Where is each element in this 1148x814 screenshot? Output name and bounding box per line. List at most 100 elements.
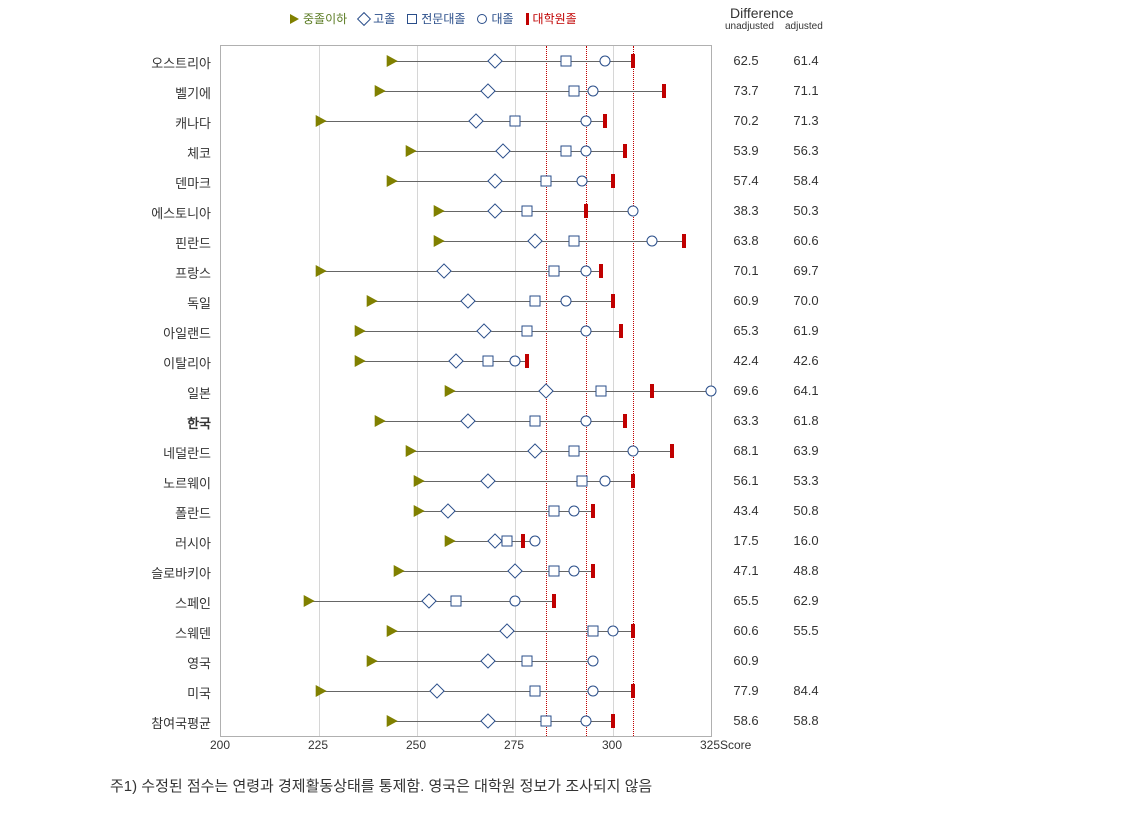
bar-marker xyxy=(631,474,635,488)
bar-marker xyxy=(584,204,588,218)
legend-item-square: 전문대졸 xyxy=(407,10,465,27)
bar-marker xyxy=(591,504,595,518)
adjusted-value: 42.6 xyxy=(781,353,831,368)
difference-title: Difference xyxy=(730,5,794,21)
triangle-marker xyxy=(433,205,444,217)
x-tick-label: 275 xyxy=(504,738,524,752)
adjusted-value: 61.9 xyxy=(781,323,831,338)
diamond-marker xyxy=(429,683,445,699)
gridline xyxy=(319,46,320,736)
range-line xyxy=(358,361,527,362)
circle-marker xyxy=(568,566,579,577)
circle-marker xyxy=(627,446,638,457)
x-tick-label: 300 xyxy=(602,738,622,752)
adjusted-value: 50.8 xyxy=(781,503,831,518)
square-marker xyxy=(529,416,540,427)
adjusted-value: 69.7 xyxy=(781,263,831,278)
bar-marker xyxy=(603,114,607,128)
range-line xyxy=(409,151,625,152)
square-marker xyxy=(560,56,571,67)
diamond-marker xyxy=(480,653,496,669)
bar-marker xyxy=(611,174,615,188)
diamond-marker xyxy=(488,203,504,219)
circle-marker xyxy=(580,326,591,337)
diamond-marker xyxy=(480,83,496,99)
row-label: 일본 xyxy=(111,383,211,402)
square-marker xyxy=(541,716,552,727)
bar-marker xyxy=(611,714,615,728)
row-label: 프랑스 xyxy=(111,263,211,282)
bar-marker xyxy=(623,144,627,158)
adjusted-value: 61.4 xyxy=(781,53,831,68)
unadjusted-value: 62.5 xyxy=(721,53,771,68)
diamond-icon xyxy=(357,11,371,25)
unadjusted-value: 63.3 xyxy=(721,413,771,428)
bar-marker xyxy=(631,624,635,638)
triangle-marker xyxy=(355,355,366,367)
triangle-marker xyxy=(316,115,327,127)
legend-item-circle: 대졸 xyxy=(477,10,513,27)
bar-marker xyxy=(599,264,603,278)
bar-marker xyxy=(662,84,666,98)
diamond-marker xyxy=(507,563,523,579)
square-marker xyxy=(549,566,560,577)
range-line xyxy=(397,571,593,572)
row-label: 캐나다 xyxy=(111,113,211,132)
bar-icon xyxy=(526,13,529,25)
diamond-marker xyxy=(488,173,504,189)
circle-marker xyxy=(588,86,599,97)
triangle-marker xyxy=(386,715,397,727)
x-tick-label: 250 xyxy=(406,738,426,752)
row-label: 스웨덴 xyxy=(111,623,211,642)
unadjusted-value: 43.4 xyxy=(721,503,771,518)
circle-marker xyxy=(647,236,658,247)
adjusted-value: 58.8 xyxy=(781,713,831,728)
triangle-marker xyxy=(406,445,417,457)
bar-marker xyxy=(650,384,654,398)
square-marker xyxy=(521,326,532,337)
circle-marker xyxy=(568,506,579,517)
circle-marker xyxy=(580,146,591,157)
circle-marker xyxy=(600,476,611,487)
triangle-marker xyxy=(414,475,425,487)
circle-marker xyxy=(580,116,591,127)
unadjusted-value: 58.6 xyxy=(721,713,771,728)
range-line xyxy=(390,61,633,62)
triangle-marker xyxy=(386,625,397,637)
triangle-marker xyxy=(355,325,366,337)
square-marker xyxy=(588,626,599,637)
diamond-marker xyxy=(499,623,515,639)
unadjusted-value: 60.9 xyxy=(721,653,771,668)
circle-marker xyxy=(580,416,591,427)
unadjusted-value: 65.3 xyxy=(721,323,771,338)
unadjusted-value: 53.9 xyxy=(721,143,771,158)
diamond-marker xyxy=(495,143,511,159)
square-marker xyxy=(549,266,560,277)
circle-marker xyxy=(510,356,521,367)
range-line xyxy=(437,211,633,212)
row-label: 아일랜드 xyxy=(111,323,211,342)
unadjusted-value: 70.2 xyxy=(721,113,771,128)
unadjusted-value: 70.1 xyxy=(721,263,771,278)
adjusted-value: 60.6 xyxy=(781,233,831,248)
adjusted-value: 58.4 xyxy=(781,173,831,188)
diamond-marker xyxy=(441,503,457,519)
square-marker xyxy=(576,476,587,487)
circle-marker xyxy=(706,386,717,397)
square-marker xyxy=(568,446,579,457)
diamond-marker xyxy=(480,713,496,729)
unadjusted-value: 57.4 xyxy=(721,173,771,188)
gridline xyxy=(417,46,418,736)
row-label: 핀란드 xyxy=(111,233,211,252)
diamond-marker xyxy=(527,233,543,249)
square-marker xyxy=(549,506,560,517)
bar-marker xyxy=(525,354,529,368)
diamond-marker xyxy=(460,293,476,309)
row-label: 미국 xyxy=(111,683,211,702)
adjusted-value: 71.1 xyxy=(781,83,831,98)
row-label: 폴란드 xyxy=(111,503,211,522)
diamond-marker xyxy=(480,473,496,489)
range-line xyxy=(319,121,605,122)
row-label: 스페인 xyxy=(111,593,211,612)
triangle-marker xyxy=(414,505,425,517)
